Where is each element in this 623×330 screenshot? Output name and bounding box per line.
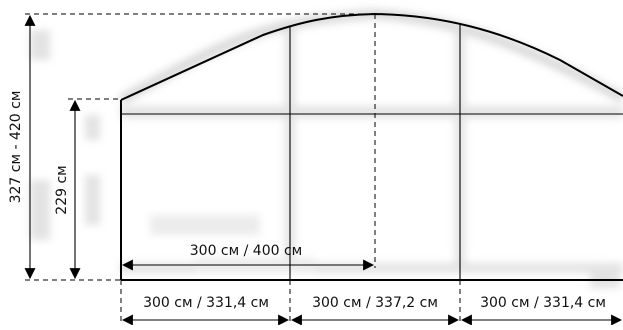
ghost-background <box>30 8 623 288</box>
wall-height-label: 229 см <box>54 165 70 214</box>
segment-label-1: 300 см / 331,4 см <box>143 295 269 311</box>
segment-label-3: 300 см / 331,4 см <box>480 295 606 311</box>
overall-height-label: 327 см - 420 см <box>8 91 24 204</box>
segment-label-2: 300 см / 337,2 см <box>312 295 438 311</box>
half-span-label: 300 см / 400 см <box>190 243 302 259</box>
roof-outline <box>120 12 623 101</box>
